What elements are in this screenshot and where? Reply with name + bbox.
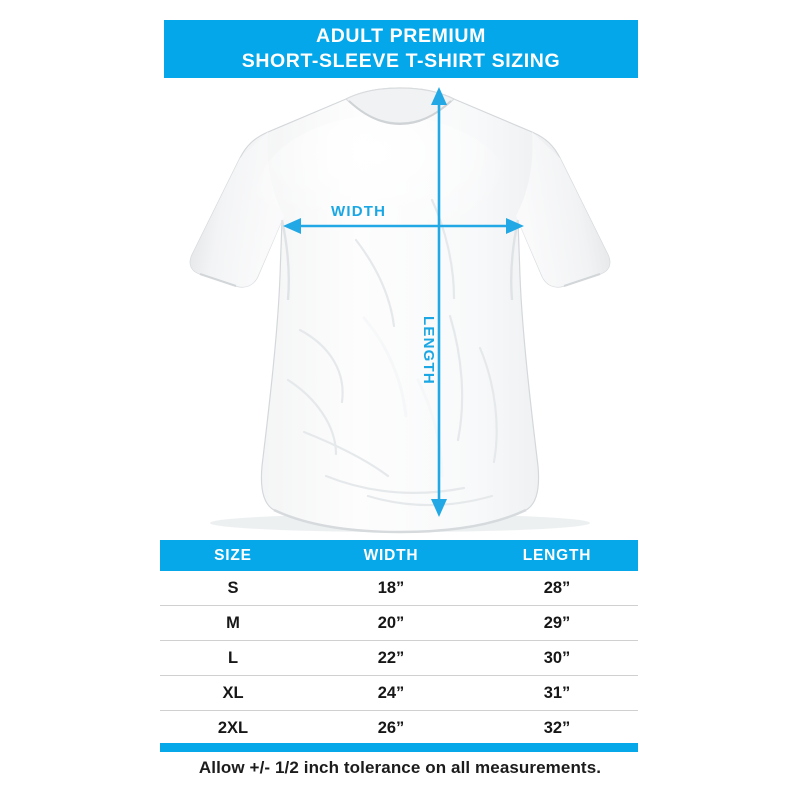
size-table: SIZE WIDTH LENGTH S 18” 28” M 20” 29” L … — [160, 540, 638, 746]
chart-title-banner: ADULT PREMIUM SHORT-SLEEVE T-SHIRT SIZIN… — [164, 20, 638, 78]
tshirt-graphic — [189, 87, 611, 534]
fabric-wrinkles — [286, 198, 498, 507]
tshirt-illustration — [150, 80, 650, 535]
left-sleeve — [190, 132, 284, 287]
cell-length: 32” — [543, 719, 571, 737]
table-row: S 18” 28” — [160, 571, 638, 606]
bottom-hem — [273, 508, 527, 534]
table-row: L 22” 30” — [160, 641, 638, 676]
cell-size: 2XL — [217, 719, 249, 737]
cell-width: 18” — [377, 578, 405, 597]
cell-width: 24” — [377, 683, 405, 702]
table-row: XL 24” 31” — [160, 676, 638, 711]
cell-width: 22” — [377, 648, 405, 667]
neckline-seam — [348, 100, 452, 126]
right-sleeve — [516, 132, 610, 287]
cell-width: 26” — [377, 719, 405, 737]
left-sleeve-hem — [199, 273, 237, 287]
fabric-highlights — [362, 316, 444, 478]
chest-highlight — [255, 115, 515, 285]
right-sleeve-hem — [563, 273, 601, 287]
column-header-length: LENGTH — [522, 546, 592, 564]
cell-size: L — [227, 648, 239, 667]
footer-divider-bar — [160, 743, 638, 752]
cell-size: M — [226, 613, 240, 632]
cell-length: 30” — [543, 648, 571, 667]
title-line-2: SHORT-SLEEVE T-SHIRT SIZING — [241, 50, 561, 72]
table-row: M 20” 29” — [160, 606, 638, 641]
column-header-width: WIDTH — [363, 546, 419, 564]
title-line-1: ADULT PREMIUM — [316, 25, 486, 47]
cell-length: 31” — [543, 683, 571, 702]
column-header-size: SIZE — [214, 546, 252, 564]
cell-size: S — [227, 578, 239, 597]
cell-size: XL — [222, 683, 244, 702]
table-header-row: SIZE WIDTH LENGTH — [160, 540, 638, 571]
cell-length: 28” — [543, 578, 571, 597]
table-row: 2XL 26” 32” — [160, 711, 638, 746]
tolerance-note: Allow +/- 1/2 inch tolerance on all meas… — [198, 758, 602, 777]
cell-length: 29” — [543, 613, 571, 632]
cell-width: 20” — [377, 613, 405, 632]
